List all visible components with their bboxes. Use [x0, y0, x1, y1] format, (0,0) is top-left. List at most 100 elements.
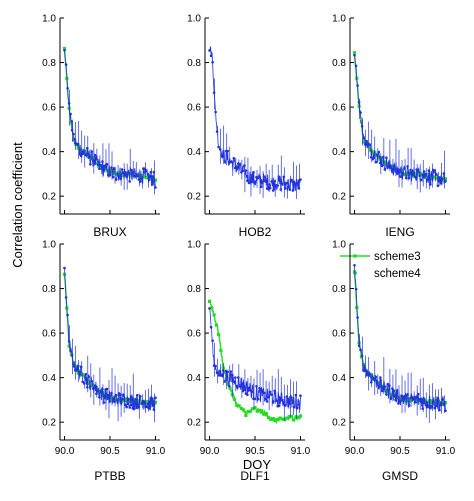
point-scheme4 [284, 404, 287, 407]
point-scheme4 [430, 404, 434, 408]
point-scheme4 [422, 170, 426, 173]
point-scheme4 [123, 403, 127, 407]
point-scheme3 [267, 415, 271, 419]
point-scheme4 [277, 175, 281, 179]
point-scheme4 [353, 264, 356, 267]
point-scheme4 [265, 400, 269, 403]
point-scheme4 [208, 49, 211, 52]
point-scheme4 [243, 388, 246, 392]
point-scheme4 [69, 112, 72, 116]
point-scheme3 [226, 382, 230, 386]
point-scheme3 [144, 400, 148, 404]
point-scheme4 [413, 175, 417, 179]
point-scheme4 [410, 396, 414, 399]
point-scheme4 [87, 375, 91, 378]
point-scheme4 [427, 169, 431, 172]
panel-label-ieng: IENG [385, 225, 414, 239]
point-scheme4 [221, 154, 225, 158]
point-scheme4 [362, 136, 365, 140]
point-scheme4 [385, 156, 388, 159]
x-tick-label: 90.0 [200, 446, 220, 457]
point-scheme4 [383, 385, 387, 388]
point-scheme4 [105, 162, 109, 166]
point-scheme4 [92, 387, 95, 390]
point-scheme4 [79, 154, 83, 158]
point-scheme3 [362, 362, 366, 367]
point-scheme4 [253, 397, 257, 401]
point-scheme4 [256, 397, 260, 401]
point-scheme4 [401, 171, 405, 175]
point-scheme4 [122, 171, 125, 175]
point-scheme4 [113, 167, 116, 170]
point-scheme4 [369, 381, 373, 384]
point-scheme4 [217, 145, 220, 149]
panel-label-hob2: HOB2 [239, 225, 272, 239]
point-scheme4 [146, 172, 150, 176]
point-scheme4 [126, 397, 130, 401]
point-scheme4 [86, 386, 89, 389]
point-scheme3 [99, 166, 103, 170]
point-scheme4 [148, 407, 151, 410]
point-scheme3 [228, 386, 232, 390]
panel-ptbb: 0.2 0.4 0.6 0.8 1.0 90.0 90.5 91.0 PTBB [42, 240, 166, 484]
point-scheme4 [357, 101, 361, 104]
point-scheme3 [230, 393, 234, 397]
point-scheme4 [119, 393, 122, 397]
point-scheme4 [211, 339, 214, 343]
point-scheme4 [277, 404, 281, 408]
point-scheme4 [96, 163, 100, 167]
point-scheme3 [242, 408, 246, 412]
point-scheme4 [119, 177, 122, 181]
point-scheme4 [72, 365, 75, 368]
point-scheme4 [78, 370, 81, 374]
y-tick-label: 1.0 [332, 240, 346, 251]
point-scheme3 [294, 415, 298, 419]
y-tick-label: 0.4 [42, 373, 56, 384]
point-scheme3 [117, 398, 121, 402]
point-scheme4 [110, 391, 113, 395]
point-scheme3 [384, 388, 388, 393]
point-scheme4 [353, 53, 356, 57]
point-scheme4 [253, 180, 257, 183]
point-scheme4 [120, 397, 124, 401]
series-line-scheme4 [354, 265, 446, 411]
point-scheme4 [259, 185, 263, 189]
point-scheme4 [84, 372, 88, 376]
point-scheme4 [215, 371, 219, 375]
point-scheme4 [258, 175, 261, 178]
point-scheme3 [217, 333, 221, 337]
point-scheme4 [246, 393, 249, 397]
point-scheme4 [76, 364, 80, 368]
x-tick-label: 91.0 [146, 446, 166, 457]
point-scheme4 [261, 389, 264, 393]
series-line-scheme3 [63, 274, 157, 407]
point-scheme4 [215, 130, 219, 133]
point-scheme3 [257, 409, 262, 413]
point-scheme3 [90, 383, 94, 387]
point-scheme3 [352, 51, 357, 55]
point-scheme4 [96, 389, 100, 393]
point-scheme3 [76, 371, 80, 375]
point-scheme3 [214, 323, 218, 327]
point-scheme4 [421, 173, 425, 176]
point-scheme4 [69, 350, 72, 353]
point-scheme4 [114, 393, 118, 397]
point-scheme4 [416, 170, 420, 173]
series-line-scheme4 [64, 50, 156, 188]
point-scheme4 [70, 354, 74, 357]
point-scheme4 [430, 173, 434, 177]
point-scheme4 [388, 384, 391, 388]
point-scheme4 [299, 178, 302, 181]
y-tick-label: 0.2 [332, 192, 346, 203]
point-scheme4 [90, 380, 94, 383]
point-scheme3 [207, 299, 212, 303]
point-scheme4 [279, 396, 283, 400]
point-scheme3 [414, 172, 418, 176]
point-scheme3 [76, 146, 80, 150]
point-scheme4 [214, 364, 217, 368]
point-scheme4 [104, 164, 107, 168]
point-scheme4 [285, 181, 289, 185]
panel-label-dlf1: DLF1 [240, 469, 270, 483]
point-scheme4 [279, 188, 283, 191]
point-scheme4 [243, 164, 246, 167]
